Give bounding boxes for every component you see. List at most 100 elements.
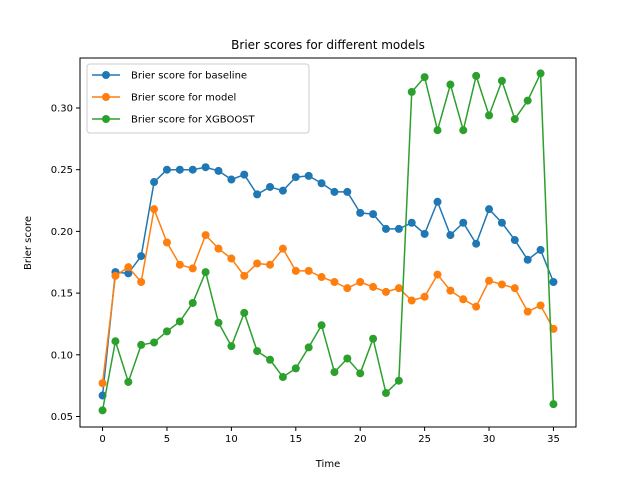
data-point [150, 338, 159, 347]
data-point [201, 163, 210, 172]
data-point [536, 301, 545, 310]
data-point [433, 270, 442, 279]
data-point [175, 165, 184, 174]
data-point [497, 76, 506, 85]
legend: Brier score for baseline Brier score for … [86, 63, 310, 134]
data-point [240, 271, 249, 280]
data-point [343, 187, 352, 196]
data-point [304, 343, 313, 352]
data-point [162, 327, 171, 336]
data-point [369, 282, 378, 291]
data-point [356, 369, 365, 378]
data-point [369, 334, 378, 343]
data-point [266, 260, 275, 269]
data-point [446, 286, 455, 295]
x-tick-label: 5 [164, 434, 170, 445]
data-point [485, 205, 494, 214]
data-point [549, 277, 558, 286]
data-point [536, 69, 545, 78]
data-point [330, 187, 339, 196]
data-point [188, 264, 197, 273]
data-point [317, 321, 326, 330]
data-point [214, 166, 223, 175]
x-tick-label: 20 [354, 434, 367, 445]
data-point [394, 224, 403, 233]
y-axis-label: Brier score [23, 216, 34, 270]
data-point [266, 182, 275, 191]
data-point [381, 224, 390, 233]
data-point [304, 266, 313, 275]
data-point [253, 190, 262, 199]
data-point [381, 389, 390, 398]
data-point [485, 276, 494, 285]
data-point [111, 271, 120, 280]
data-point [137, 340, 146, 349]
data-point [407, 218, 416, 227]
legend-label: Brier score for baseline [131, 71, 247, 82]
data-point [381, 287, 390, 296]
data-point [291, 173, 300, 182]
data-point [291, 364, 300, 373]
data-point [485, 111, 494, 120]
plot-data [98, 69, 558, 415]
data-point [523, 307, 532, 316]
legend-marker [102, 115, 110, 123]
data-point [407, 87, 416, 96]
data-point [150, 205, 159, 214]
data-point [278, 244, 287, 253]
data-point [523, 255, 532, 264]
y-axis: 0.05 0.10 0.15 0.20 0.25 0.30 [51, 103, 80, 423]
data-point [317, 273, 326, 282]
data-point [150, 178, 159, 187]
data-point [330, 277, 339, 286]
x-tick-label: 25 [418, 434, 431, 445]
data-point [433, 197, 442, 206]
data-point [240, 308, 249, 317]
data-point [549, 324, 558, 333]
data-point [510, 236, 519, 245]
data-point [278, 186, 287, 195]
data-point [343, 354, 352, 363]
data-point [394, 284, 403, 293]
data-point [137, 252, 146, 261]
data-point [510, 115, 519, 124]
data-point [214, 244, 223, 253]
x-axis: 0 5 10 15 20 25 30 35 [99, 427, 560, 445]
data-point [227, 254, 236, 263]
data-point [253, 259, 262, 268]
x-axis-label: Time [315, 459, 340, 470]
data-point [330, 368, 339, 377]
data-point [304, 171, 313, 180]
y-tick-label: 0.30 [51, 103, 73, 114]
data-point [433, 126, 442, 135]
x-tick-label: 30 [483, 434, 496, 445]
data-point [162, 165, 171, 174]
legend-marker [102, 93, 110, 101]
data-point [175, 317, 184, 326]
plot-frame [79, 57, 577, 428]
y-tick-label: 0.10 [51, 350, 73, 361]
data-point [317, 179, 326, 188]
data-point [201, 231, 210, 240]
data-point [175, 260, 184, 269]
data-point [497, 280, 506, 289]
data-point [266, 355, 275, 364]
x-tick-label: 0 [99, 434, 105, 445]
data-point [356, 277, 365, 286]
data-point [111, 337, 120, 346]
x-tick-label: 15 [289, 434, 302, 445]
data-point [98, 406, 107, 415]
data-point [459, 295, 468, 304]
chart-title: Brier scores for different models [231, 38, 425, 52]
data-point [394, 376, 403, 385]
data-point [459, 126, 468, 135]
data-point [162, 238, 171, 247]
data-point [472, 302, 481, 311]
data-point [459, 218, 468, 227]
data-point [188, 298, 197, 307]
legend-label: Brier score for model [131, 93, 236, 104]
data-point [536, 245, 545, 254]
data-point [523, 96, 532, 105]
data-point [497, 218, 506, 227]
